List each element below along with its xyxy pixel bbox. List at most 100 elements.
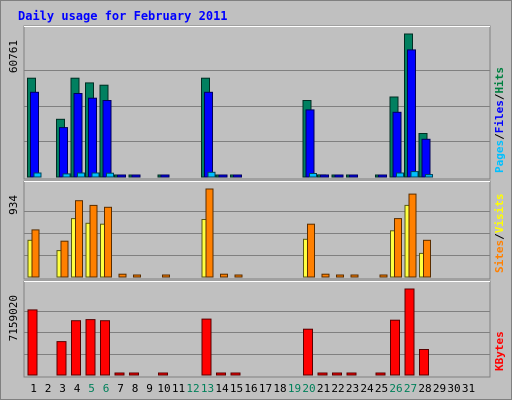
bar-pages-day-27: [410, 171, 419, 178]
x-tick-label: 20: [302, 382, 315, 395]
y-max-label: 934: [7, 195, 20, 215]
legend-item: KBytes: [493, 331, 506, 371]
x-tick-label: 22: [331, 382, 344, 395]
bar-kbytes-day-22: [332, 372, 342, 376]
x-tick-label: 1: [30, 382, 37, 395]
bar-sites-day-27: [408, 193, 417, 278]
series-sites: [31, 188, 431, 278]
chart-title: Daily usage for February 2011: [18, 9, 228, 23]
bar-kbytes-day-3: [56, 341, 67, 376]
bar-files-day-26: [392, 111, 402, 178]
x-tick-label: 15: [230, 382, 243, 395]
legend-item: Visits: [493, 194, 506, 234]
panel-legend: Sites/Visits: [493, 194, 506, 274]
bar-pages-day-20: [309, 173, 317, 178]
x-tick-label: 25: [375, 382, 388, 395]
x-tick-label: 5: [88, 382, 95, 395]
bar-kbytes-day-20: [303, 328, 313, 376]
bar-sites-day-8: [133, 274, 141, 278]
panel-kbytes: 7159020 KBytes: [7, 280, 506, 378]
bar-sites-day-15: [234, 274, 243, 278]
bar-sites-day-20: [307, 223, 315, 278]
bar-sites-day-21: [321, 273, 330, 278]
bar-kbytes-day-13: [201, 318, 212, 376]
x-tick-label: 30: [447, 382, 460, 395]
bar-sites-day-14: [220, 273, 228, 278]
legend-item: /: [493, 233, 506, 240]
bar-sites-day-28: [423, 239, 431, 278]
x-tick-label: 19: [288, 382, 301, 395]
bar-files-day-5: [88, 97, 97, 178]
bar-kbytes-day-14: [216, 372, 226, 376]
x-tick-label: 6: [103, 382, 110, 395]
bar-sites-day-23: [350, 274, 359, 278]
bar-pages-day-28: [425, 174, 433, 178]
panel-visits-sites: 934 Sites/Visits: [7, 180, 506, 280]
bar-sites-day-22: [336, 274, 344, 278]
bar-sites-day-6: [104, 206, 112, 278]
y-max-label: 7159020: [7, 295, 20, 341]
bar-sites-day-3: [60, 240, 69, 278]
x-tick-label: 7: [117, 382, 124, 395]
bar-sites-day-13: [205, 188, 214, 278]
bar-files-day-23: [349, 174, 358, 178]
bar-kbytes-day-15: [230, 372, 241, 376]
bar-files-day-3: [59, 127, 68, 178]
bar-sites-day-25: [379, 274, 388, 278]
y-max-label: 60761: [7, 40, 20, 73]
legend-item: Hits: [493, 67, 506, 94]
series-pages: [33, 171, 433, 178]
x-tick-label: 9: [146, 382, 153, 395]
x-tick-label: 13: [201, 382, 214, 395]
bar-files-day-14: [218, 174, 228, 178]
bar-kbytes-day-1: [27, 309, 38, 376]
x-tick-label: 16: [244, 382, 257, 395]
bar-sites-day-10: [162, 274, 170, 278]
bar-files-day-7: [117, 174, 126, 178]
bar-kbytes-day-28: [419, 349, 429, 376]
series-files: [30, 49, 431, 178]
x-tick-label: 28: [418, 382, 431, 395]
x-tick-label: 29: [433, 382, 446, 395]
bar-kbytes-day-27: [404, 288, 415, 376]
bar-pages-day-1: [33, 172, 42, 178]
bar-files-day-27: [407, 49, 416, 178]
bar-kbytes-day-10: [158, 372, 168, 376]
bar-pages-day-5: [91, 172, 100, 178]
bar-files-day-21: [320, 174, 329, 178]
legend-item: Pages: [493, 140, 506, 173]
x-tick-label: 31: [462, 382, 475, 395]
bar-sites-day-26: [394, 218, 402, 278]
x-tick-label: 12: [186, 382, 199, 395]
bar-files-day-22: [334, 174, 344, 178]
bar-files-day-10: [160, 174, 170, 178]
bar-kbytes-day-8: [129, 372, 139, 376]
bar-kbytes-day-6: [100, 320, 110, 376]
bar-files-day-1: [30, 91, 39, 178]
x-tick-label: 24: [360, 382, 374, 395]
chart-panels: 60761Pages/Files/Hits934Sites/Visits7159…: [7, 25, 506, 378]
x-axis: 1 2 3 4 5 6 7 8 9 10 11 12 13 14 15 16 17 18 19 20 21 22 23 24 2…: [30, 382, 475, 395]
bar-kbytes-day-7: [114, 372, 125, 376]
bar-pages-day-3: [62, 173, 71, 178]
bar-pages-day-6: [106, 172, 114, 178]
bar-kbytes-day-21: [317, 372, 328, 376]
bar-files-day-6: [102, 100, 112, 178]
panel-legend: KBytes: [493, 331, 506, 371]
bar-sites-day-1: [31, 229, 40, 278]
x-tick-label: 18: [273, 382, 286, 395]
bar-files-day-25: [378, 174, 387, 178]
legend-item: Sites: [493, 240, 506, 273]
bar-kbytes-day-26: [390, 319, 400, 376]
x-tick-label: 4: [74, 382, 81, 395]
legend-item: /: [493, 93, 506, 100]
bar-files-day-15: [233, 174, 242, 178]
series-kbytes: [27, 288, 429, 376]
bar-kbytes-day-5: [85, 319, 96, 376]
bar-files-day-28: [421, 138, 431, 178]
legend-item: /: [493, 133, 506, 140]
legend-item: Files: [493, 100, 506, 133]
bar-sites-day-4: [75, 200, 83, 278]
bar-pages-day-13: [207, 171, 216, 178]
